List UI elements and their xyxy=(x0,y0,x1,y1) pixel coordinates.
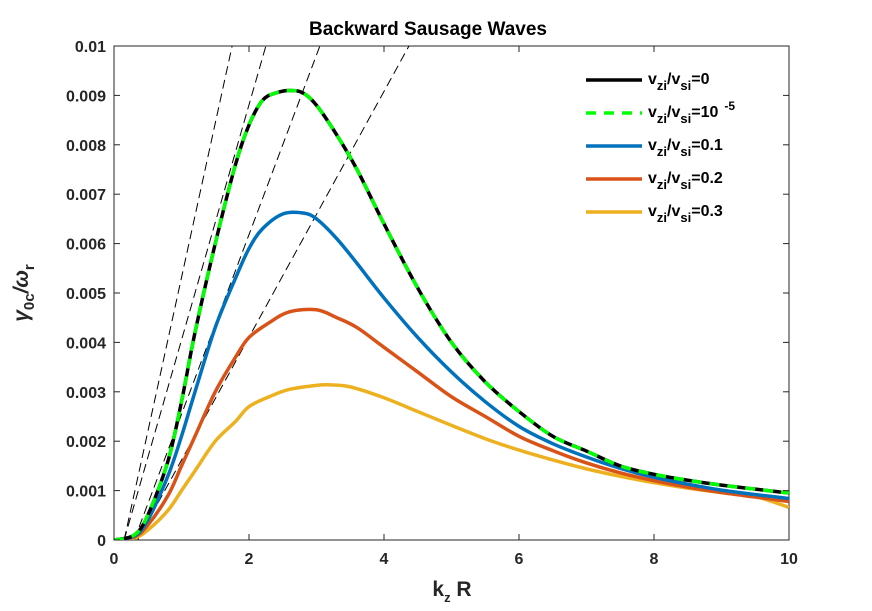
legend-label-2: vzi/vsi=0.1 xyxy=(648,137,723,159)
series-line-1 xyxy=(114,88,789,540)
x-tick-label: 6 xyxy=(515,551,524,568)
series-line-2 xyxy=(114,210,789,540)
x-tick-label: 2 xyxy=(245,551,254,568)
x-tick-label: 10 xyxy=(780,551,798,568)
y-tick-label: 0.008 xyxy=(66,138,106,155)
y-axis-label: γ0c/ωr xyxy=(10,264,38,322)
y-tick-label: 0.006 xyxy=(66,237,106,254)
series-line-4 xyxy=(114,382,789,540)
chart-title: Backward Sausage Waves xyxy=(309,19,547,40)
y-tick-label: 0.005 xyxy=(66,286,106,303)
y-axis-ticks: 0 0.001 0.002 0.003 0.004 0.005 0.006 0.007 0.00… xyxy=(66,39,789,550)
y-tick-label: 0.009 xyxy=(66,88,106,105)
x-axis-ticks: 0 2 4 6 8 10 xyxy=(110,46,798,568)
series-lines xyxy=(114,88,789,540)
x-tick-label: 4 xyxy=(380,551,389,568)
asymptote-line xyxy=(133,46,321,540)
y-axis-label-text: γ0c/ωr xyxy=(10,264,38,322)
y-tick-label: 0.004 xyxy=(66,335,106,352)
asymptote-line xyxy=(123,46,233,540)
x-tick-label: 0 xyxy=(110,551,119,568)
legend-label-3: vzi/vsi=0.2 xyxy=(648,170,723,192)
asymptote-line xyxy=(123,46,267,540)
asymptote-line xyxy=(137,46,410,540)
x-axis-label-text: kz R xyxy=(432,578,471,605)
asymptote-lines xyxy=(123,46,410,540)
y-tick-label: 0.007 xyxy=(66,187,106,204)
chart-title-text: Backward Sausage Waves xyxy=(309,19,547,40)
y-tick-label: 0.002 xyxy=(66,434,106,451)
legend-label-0: vzi/vsi=0 xyxy=(648,71,710,93)
y-tick-label: 0 xyxy=(97,533,106,550)
legend-label-1: vzi/vsi=10 -5 xyxy=(648,99,735,126)
y-tick-label: 0.01 xyxy=(75,39,106,56)
y-tick-label: 0.001 xyxy=(66,484,106,501)
x-tick-label: 8 xyxy=(650,551,659,568)
y-tick-label: 0.003 xyxy=(66,385,106,402)
series-line-3 xyxy=(114,307,789,540)
x-axis-label: kz R xyxy=(432,578,471,605)
legend: vzi/vsi=0 vzi/vsi=10 -5 vzi/vsi=0.1 vzi/vsi=… xyxy=(586,71,735,225)
legend-label-4: vzi/vsi=0.3 xyxy=(648,203,723,225)
